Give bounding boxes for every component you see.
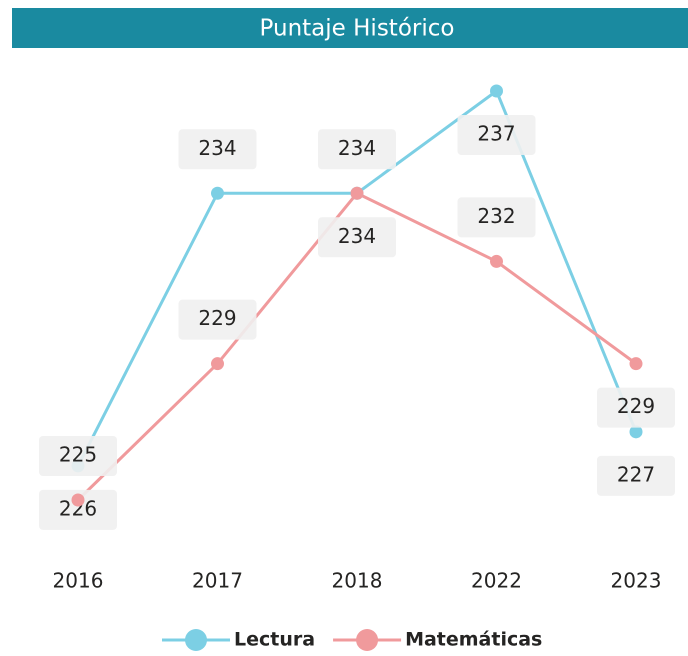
data-point [211, 186, 224, 200]
legend-marker [356, 629, 379, 651]
legend-label: Lectura [234, 629, 315, 651]
data-label: 229 [198, 306, 236, 330]
data-point [629, 425, 643, 439]
data-label-bg [457, 115, 536, 155]
data-label-bg [318, 129, 396, 170]
title-bar [12, 8, 688, 48]
data-label-bg [597, 387, 675, 428]
legend-marker [185, 629, 207, 651]
x-tick-label: 2018 [332, 569, 383, 593]
data-point [350, 186, 364, 200]
data-label: 226 [59, 496, 97, 520]
data-label-bg [178, 129, 257, 170]
data-point [211, 357, 224, 371]
data-label-bg [39, 489, 117, 530]
data-point [629, 357, 643, 371]
data-label: 234 [338, 224, 376, 248]
data-label-bg [178, 299, 257, 340]
data-label-bg [457, 197, 536, 238]
data-label: 227 [617, 462, 655, 486]
x-tick-label: 2023 [611, 569, 662, 593]
data-point [490, 254, 503, 268]
legend-label: Matemáticas [405, 629, 542, 651]
data-label: 237 [477, 122, 515, 146]
data-label: 234 [198, 136, 236, 160]
data-label: 229 [617, 394, 655, 418]
x-tick-label: 2016 [53, 569, 104, 593]
data-label: 232 [477, 204, 515, 228]
data-point [71, 493, 85, 507]
x-tick-label: 2017 [192, 569, 243, 593]
data-label-bg [318, 217, 396, 258]
x-tick-label: 2022 [471, 569, 522, 593]
data-label: 234 [338, 136, 376, 160]
data-label-bg [39, 436, 117, 476]
chart-title: Puntaje Histórico [260, 16, 455, 42]
data-label: 225 [59, 443, 97, 467]
data-point [490, 84, 503, 98]
data-label-bg [597, 455, 675, 496]
